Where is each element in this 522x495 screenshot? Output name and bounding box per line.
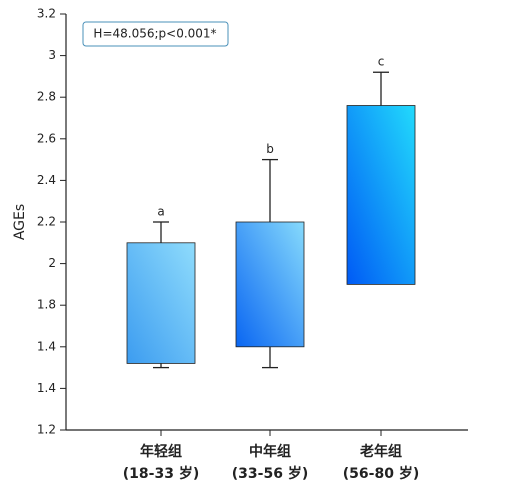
annotation: H=48.056;p<0.001* (93, 27, 216, 41)
x-tick-label: 中年组 (249, 443, 291, 460)
y-tick-label: 2 (48, 256, 56, 270)
y-tick-label: 2.2 (37, 215, 56, 229)
x-tick-note: (56-80 岁) (343, 465, 419, 482)
y-axis-label: AGEs (12, 204, 28, 240)
box (235, 221, 305, 348)
annotation-box (82, 21, 229, 47)
y-tick-label: 2.4 (37, 173, 56, 187)
y-tick-label: 1.8 (37, 298, 56, 312)
significance-letter: c (378, 55, 385, 69)
x-tick-note: (18-33 岁) (123, 465, 199, 482)
significance-letter: a (157, 205, 164, 219)
y-tick-label: 3 (48, 48, 56, 62)
y-tick-label: 1.4 (37, 339, 56, 353)
x-tick-label: 老年组 (360, 443, 402, 460)
y-tick-label: 2.8 (37, 90, 56, 104)
box (126, 242, 196, 364)
x-tick-note: (33-56 岁) (232, 465, 308, 482)
x-tick-label: 年轻组 (140, 443, 182, 460)
y-tick-label: 1.2 (37, 423, 56, 437)
significance-letter: b (266, 142, 274, 156)
box (346, 105, 416, 285)
y-tick-label: 3.2 (37, 7, 56, 21)
y-tick-label: 1.4 (37, 381, 56, 395)
y-tick-label: 2.6 (37, 131, 56, 145)
